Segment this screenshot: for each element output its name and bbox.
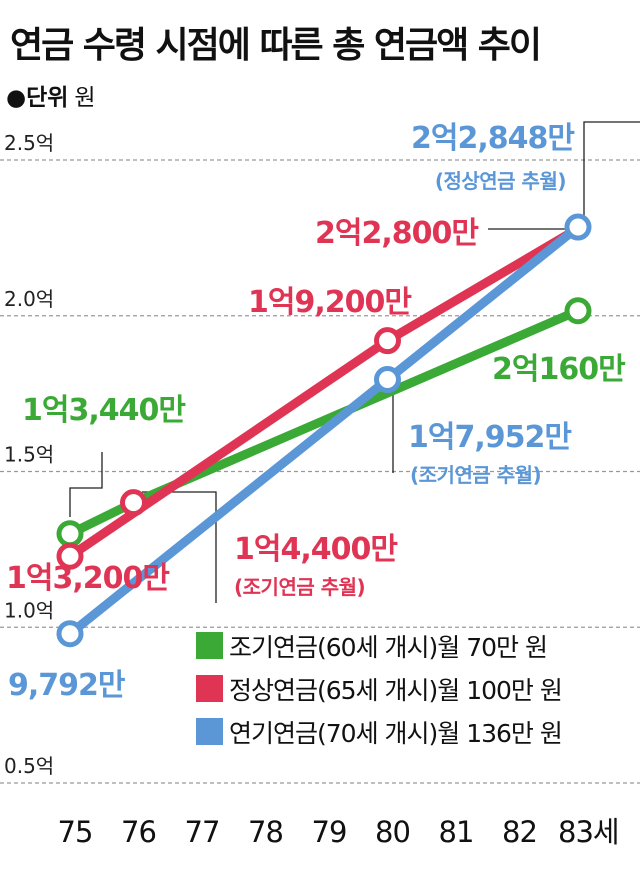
y-tick-label: 0.5억 (4, 754, 54, 778)
x-tick-label: 82 (502, 815, 537, 849)
unit-label: ●단위 (6, 85, 69, 111)
data-point-marker (56, 620, 84, 648)
y-tick-label: 1.5억 (4, 443, 54, 467)
data-point-marker (374, 327, 401, 355)
data-point-marker (120, 489, 147, 517)
legend-item-normal: 정상연금(65세 개시)월 100만 원 (196, 667, 563, 710)
unit-note: ●단위 원 (6, 78, 96, 112)
annotation-label: 1억3,200만 (6, 561, 170, 596)
legend-label-early: 조기연금(60세 개시)월 70만 원 (229, 632, 548, 662)
legend-label-deferred: 연기연금(70세 개시)월 136만 원 (229, 718, 563, 748)
unit-value: 원 (74, 85, 96, 111)
axis-ticks: 0.5억 1.0억 1.5억 2.0억 2.5억 75 76 77 78 79 80 81 82 83세 (4, 131, 620, 849)
x-tick-label: 77 (185, 815, 220, 849)
x-tick-label: 81 (439, 815, 474, 849)
data-point-marker (56, 520, 84, 548)
x-tick-label: 80 (375, 815, 410, 849)
legend-item-early: 조기연금(60세 개시)월 70만 원 (196, 624, 562, 667)
annotation-label: (조기연금 추월) (234, 575, 365, 599)
annotation-label: 2억2,800만 (315, 216, 479, 251)
x-tick-label: 78 (248, 815, 283, 849)
data-point-marker (374, 366, 401, 394)
annotation-label: (정상연금 추월) (435, 169, 566, 193)
data-point-marker (56, 542, 84, 570)
y-tick-label: 2.5억 (4, 131, 54, 155)
data-point-marker (564, 213, 592, 241)
annotations: 2억2,848만 (정상연금 추월) 2억2,800만 1억9,200만 2억160만 1… (6, 121, 627, 703)
annotation-leader (69, 452, 103, 517)
annotation-label: 2억2,848만 (411, 121, 575, 156)
annotation-leader (575, 121, 640, 229)
series-markers (56, 213, 592, 648)
gridlines (0, 159, 640, 784)
annotation-label: 1억4,400만 (234, 532, 398, 567)
annotation-label: 1억3,440만 (22, 393, 186, 428)
legend-swatch-early (196, 632, 223, 659)
legend: 조기연금(60세 개시)월 70만 원 정상연금(65세 개시)월 100만 원… (196, 624, 563, 753)
chart-title: 연금 수령 시점에 따른 총 연금액 추이 (10, 25, 542, 66)
legend-item-deferred: 연기연금(70세 개시)월 136만 원 (196, 710, 563, 753)
x-tick-label: 75 (58, 815, 93, 849)
annotation-label: 2억160만 (492, 352, 626, 387)
annotation-label: (조기연금 추월) (410, 463, 541, 487)
annotation-label: 1억9,200만 (248, 285, 412, 320)
y-tick-label: 2.0억 (4, 287, 54, 311)
legend-swatch-deferred (196, 718, 223, 745)
legend-swatch-normal (196, 675, 223, 702)
y-tick-label: 1.0억 (4, 598, 54, 622)
x-tick-label: 83세 (558, 815, 619, 849)
data-point-marker (564, 297, 592, 325)
x-tick-label: 79 (312, 815, 347, 849)
annotation-label: 9,792만 (8, 668, 126, 703)
x-tick-label: 76 (121, 815, 156, 849)
annotation-label: 1억7,952만 (408, 420, 572, 455)
legend-label-normal: 정상연금(65세 개시)월 100만 원 (229, 675, 563, 705)
